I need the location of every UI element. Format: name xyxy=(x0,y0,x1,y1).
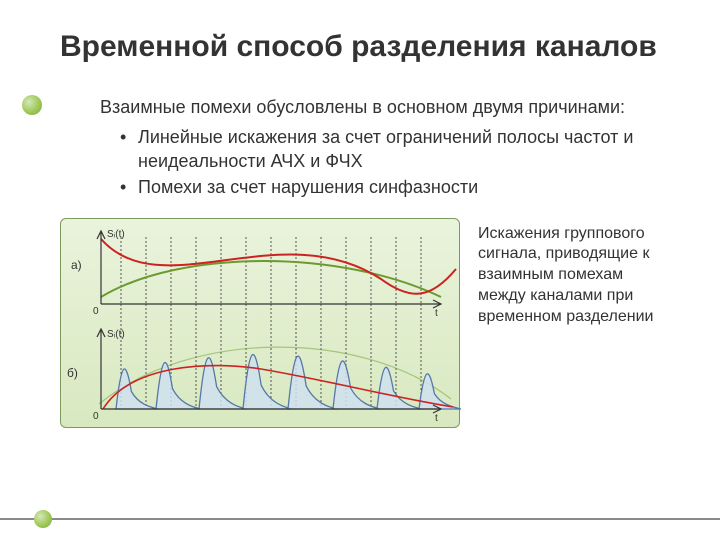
svg-text:а): а) xyxy=(71,258,82,272)
footer-rule xyxy=(0,518,720,520)
distortion-chart: Sᵢ(t) t 0 а) Sᵢ(t) t 0 б) xyxy=(60,218,460,428)
footer-bullet xyxy=(34,510,52,528)
svg-text:Sᵢ(t): Sᵢ(t) xyxy=(107,229,125,240)
cause-item: Помехи за счет нарушения синфазности xyxy=(120,175,670,199)
svg-text:0: 0 xyxy=(93,411,99,422)
svg-text:0: 0 xyxy=(93,306,99,317)
side-note: Искажения группового сигнала, приводящие… xyxy=(478,218,670,328)
intro-text: Взаимные помехи обусловлены в основном д… xyxy=(100,95,670,119)
chart-svg: Sᵢ(t) t 0 а) Sᵢ(t) t 0 б) xyxy=(61,219,461,429)
title-bullet xyxy=(22,95,42,115)
svg-text:Sᵢ(t): Sᵢ(t) xyxy=(107,329,125,340)
cause-item: Линейные искажения за счет ограничений п… xyxy=(120,125,670,174)
svg-text:б): б) xyxy=(67,366,78,380)
svg-text:t: t xyxy=(435,413,438,424)
slide-title: Временной способ разделения каналов xyxy=(60,30,670,65)
causes-list: Линейные искажения за счет ограничений п… xyxy=(120,125,670,200)
svg-text:t: t xyxy=(435,308,438,319)
